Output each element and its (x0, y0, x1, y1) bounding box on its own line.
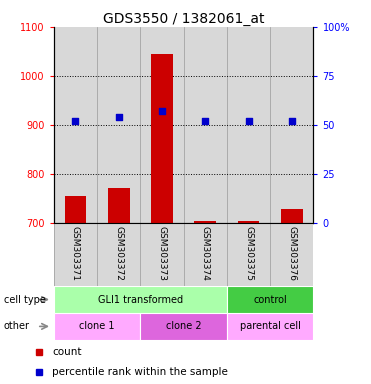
Bar (140, 223, 184, 286)
Text: GLI1 transformed: GLI1 transformed (98, 295, 183, 305)
Text: GSM303372: GSM303372 (114, 226, 123, 281)
Bar (184, 223, 227, 286)
Bar (65, 196, 86, 223)
Bar (270, 223, 313, 286)
Point (159, 108, 165, 114)
Bar (270, 27, 313, 223)
Text: clone 2: clone 2 (166, 321, 201, 331)
Bar (227, 313, 313, 340)
Text: other: other (4, 321, 30, 331)
Text: cell type: cell type (4, 295, 46, 305)
Bar (184, 27, 227, 223)
Point (116, 114, 122, 120)
Bar (54, 223, 97, 286)
Text: control: control (253, 295, 287, 305)
Text: GSM303375: GSM303375 (244, 226, 253, 281)
Bar (227, 286, 313, 313)
Bar (227, 223, 270, 286)
Point (72, 118, 78, 124)
Bar (194, 221, 216, 223)
Bar (97, 223, 140, 286)
Bar (140, 313, 227, 340)
Bar (227, 27, 270, 223)
Bar (54, 286, 227, 313)
Text: GSM303376: GSM303376 (288, 226, 296, 281)
Text: GSM303374: GSM303374 (201, 226, 210, 281)
Text: clone 1: clone 1 (79, 321, 115, 331)
Text: parental cell: parental cell (240, 321, 301, 331)
Point (202, 118, 208, 124)
Text: GSM303371: GSM303371 (71, 226, 80, 281)
Bar (151, 54, 173, 223)
Text: percentile rank within the sample: percentile rank within the sample (52, 367, 228, 377)
Bar (54, 313, 140, 340)
Point (246, 118, 252, 124)
Text: count: count (52, 347, 82, 357)
Title: GDS3550 / 1382061_at: GDS3550 / 1382061_at (103, 12, 265, 26)
Text: GSM303373: GSM303373 (158, 226, 167, 281)
Bar (97, 27, 140, 223)
Bar (238, 221, 259, 223)
Bar (281, 209, 303, 223)
Bar (140, 27, 184, 223)
Point (289, 118, 295, 124)
Bar (108, 189, 129, 223)
Bar (54, 27, 97, 223)
